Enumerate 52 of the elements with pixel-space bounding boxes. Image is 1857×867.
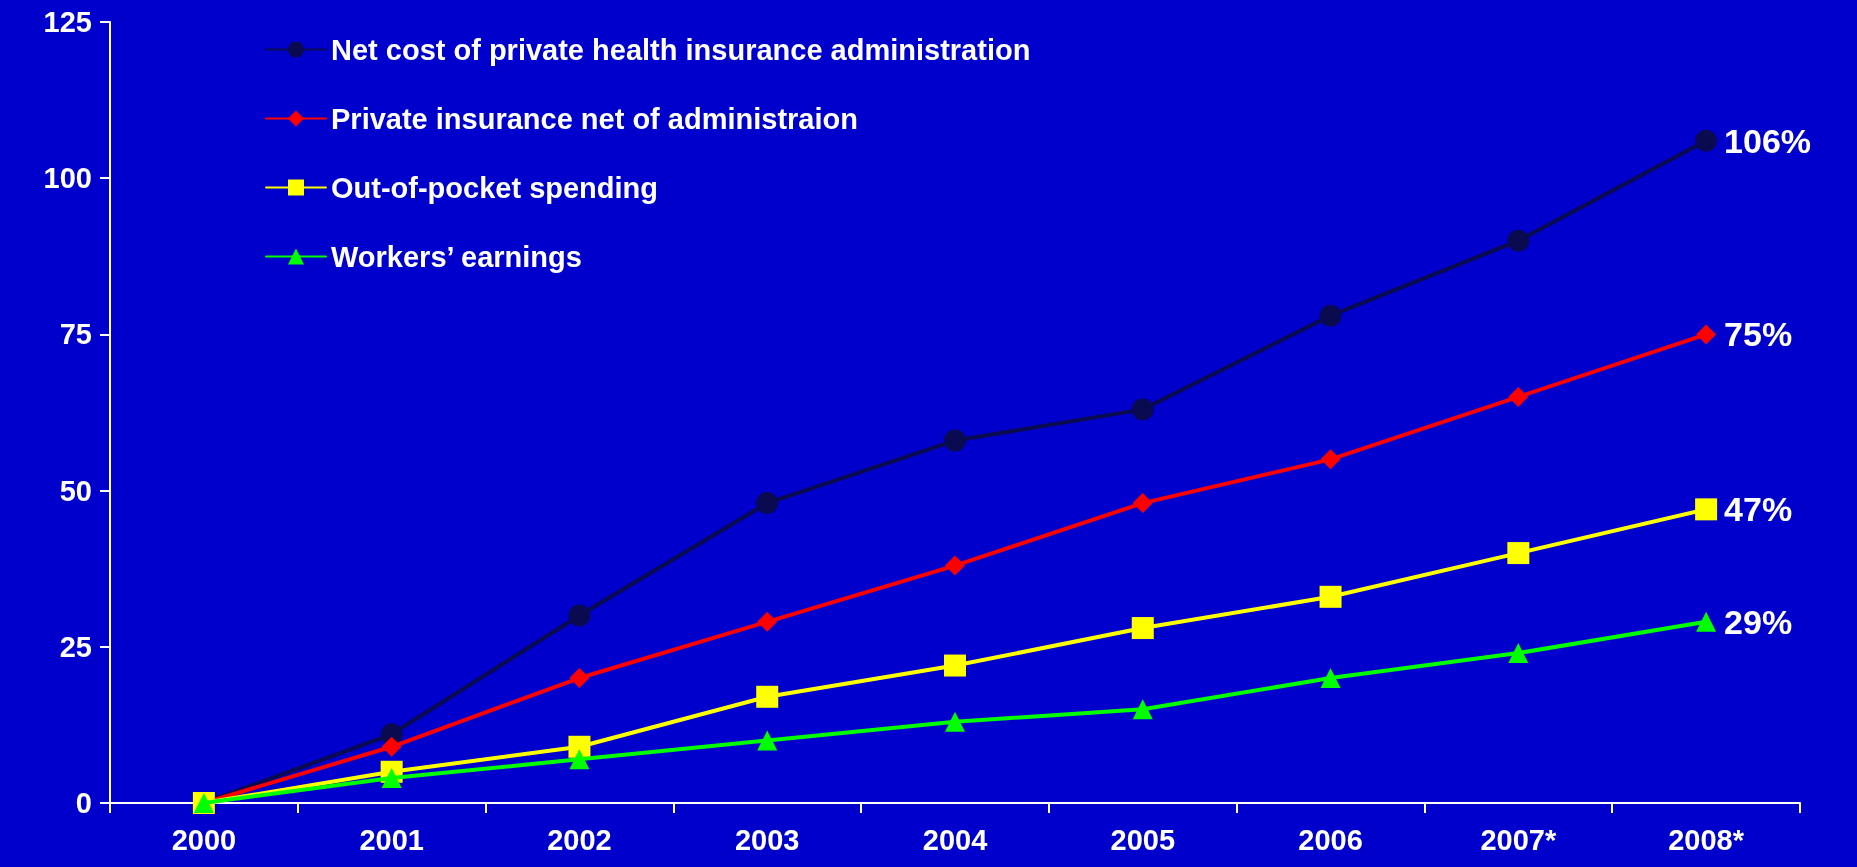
point bbox=[756, 492, 779, 515]
point bbox=[757, 730, 778, 751]
point bbox=[757, 611, 778, 632]
point bbox=[1131, 398, 1154, 421]
y-tick-label: 75 bbox=[59, 318, 92, 351]
point bbox=[756, 685, 779, 708]
x-tick-label: 2007* bbox=[1480, 823, 1557, 856]
x-tick-label: 2002 bbox=[547, 823, 612, 856]
point bbox=[945, 555, 965, 576]
legend-label: Out-of-pocket spending bbox=[331, 171, 659, 204]
point bbox=[381, 736, 402, 757]
point bbox=[1696, 324, 1717, 345]
point bbox=[1319, 585, 1342, 608]
point bbox=[569, 749, 590, 770]
x-tick-label: 2005 bbox=[1110, 823, 1176, 856]
point bbox=[568, 604, 591, 627]
x-tick-label: 2003 bbox=[734, 823, 800, 856]
annotation: 29% bbox=[1724, 602, 1793, 641]
point bbox=[1320, 668, 1341, 689]
annotation: 47% bbox=[1724, 490, 1793, 529]
point bbox=[1319, 304, 1342, 327]
y-tick-label: 50 bbox=[59, 474, 92, 507]
point bbox=[1131, 617, 1154, 640]
point bbox=[1508, 643, 1529, 664]
point bbox=[1132, 493, 1153, 514]
point bbox=[1507, 229, 1530, 252]
point bbox=[945, 711, 965, 732]
point bbox=[569, 668, 590, 689]
point bbox=[944, 429, 966, 452]
point bbox=[944, 654, 966, 677]
point bbox=[381, 768, 402, 789]
point bbox=[1508, 386, 1529, 407]
legend-label: Private insurance net of administraion bbox=[331, 102, 858, 135]
x-tick-label: 2001 bbox=[359, 823, 424, 856]
x-tick-label: 2004 bbox=[922, 823, 988, 856]
y-tick-label: 125 bbox=[43, 6, 92, 38]
annotation: 106% bbox=[1724, 121, 1812, 160]
y-tick-label: 100 bbox=[43, 162, 92, 195]
y-tick-label: 25 bbox=[59, 630, 92, 663]
point bbox=[1132, 699, 1153, 720]
legend-label: Net cost of private health insurance administration bbox=[331, 33, 1031, 66]
x-tick-label: 2008* bbox=[1668, 823, 1745, 856]
annotation: 75% bbox=[1724, 315, 1793, 354]
x-tick-label: 2006 bbox=[1298, 823, 1363, 856]
x-tick-label: 2000 bbox=[171, 823, 237, 856]
point bbox=[1320, 449, 1341, 470]
legend-label: Workers’ earnings bbox=[331, 240, 582, 273]
point bbox=[1695, 129, 1718, 152]
point bbox=[1695, 498, 1718, 521]
point bbox=[1696, 611, 1717, 632]
point bbox=[1507, 542, 1530, 565]
y-tick-label: 0 bbox=[75, 787, 92, 819]
